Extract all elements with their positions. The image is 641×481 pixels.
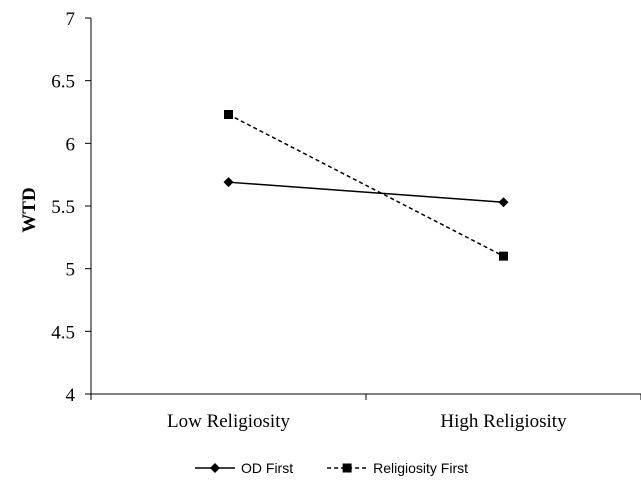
y-tick-label: 6.5 bbox=[51, 72, 75, 93]
series-line bbox=[228, 181, 504, 203]
y-axis: 4 4.5 5 5.5 6 6.5 7 bbox=[51, 9, 91, 406]
y-axis-title: WTD bbox=[19, 187, 40, 232]
data-point bbox=[223, 177, 234, 188]
data-point bbox=[224, 110, 233, 120]
y-tick-label: 4.5 bbox=[51, 322, 75, 343]
x-axis: Low Religiosity High Religiosity bbox=[90, 394, 641, 432]
plot-frame bbox=[90, 18, 641, 395]
data-point bbox=[499, 251, 508, 261]
legend-label: Religiosity First bbox=[373, 460, 468, 476]
legend: OD First Religiosity First bbox=[195, 460, 468, 476]
legend-marker bbox=[342, 463, 352, 473]
y-tick-label: 6 bbox=[66, 134, 76, 155]
y-tick-label: 5.5 bbox=[51, 197, 75, 218]
legend-marker bbox=[210, 463, 220, 473]
series-layer bbox=[223, 110, 509, 261]
x-tick-label: Low Religiosity bbox=[167, 411, 290, 432]
y-tick-label: 4 bbox=[66, 385, 76, 406]
x-tick-label: High Religiosity bbox=[440, 411, 567, 432]
y-tick-label: 5 bbox=[66, 260, 76, 281]
y-tick-label: 7 bbox=[66, 9, 76, 30]
series-line bbox=[228, 113, 504, 257]
data-point bbox=[498, 197, 509, 208]
legend-label: OD First bbox=[241, 460, 293, 476]
